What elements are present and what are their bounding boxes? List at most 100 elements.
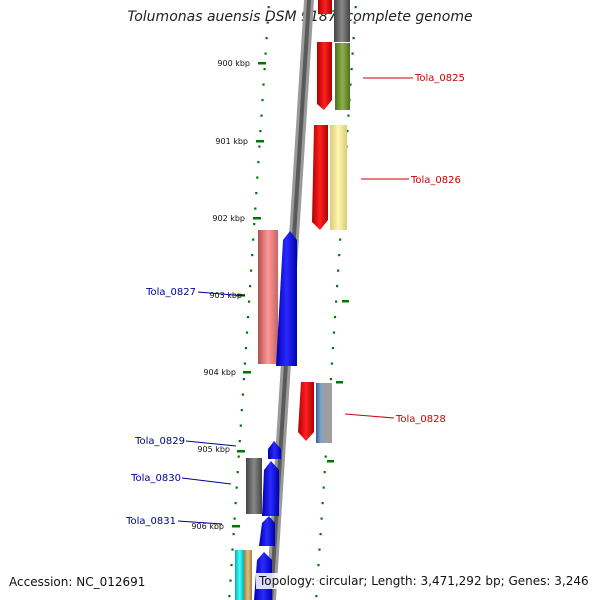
tick-dot — [330, 362, 333, 365]
tick-dot — [349, 83, 352, 86]
gene-arrow[interactable] — [298, 382, 314, 441]
tick-dot — [324, 455, 327, 458]
tick-dot — [322, 486, 325, 489]
tick-dot — [337, 269, 340, 272]
tick-dot — [354, 6, 357, 9]
tick-dot — [266, 21, 269, 24]
tick-dot — [352, 37, 355, 40]
tick-dot — [263, 68, 266, 71]
tick-dot — [267, 6, 270, 9]
tick-dot — [257, 161, 260, 164]
tick-dot — [262, 83, 265, 86]
gene-label-tola-0827[interactable]: Tola_0827 — [145, 287, 196, 298]
gene-arrow[interactable] — [268, 441, 281, 459]
gene-label-tola-0829[interactable]: Tola_0829 — [134, 436, 185, 447]
tick-dot — [335, 300, 338, 303]
tick-label: 904 kbp — [203, 368, 236, 377]
gene-arrow[interactable] — [259, 516, 275, 546]
tick-dot — [320, 517, 323, 520]
gene-label-tola-0825[interactable]: Tola_0825 — [414, 73, 465, 84]
tick-dot — [332, 331, 336, 334]
tick-dot — [239, 424, 242, 427]
tick-dot — [346, 130, 349, 133]
gene-arrow[interactable] — [318, 0, 332, 14]
tick-dot — [243, 362, 246, 365]
tick-label: 906 kbp — [191, 522, 224, 531]
tick-dot — [315, 595, 318, 598]
tick-dot — [252, 238, 255, 241]
tick-dot — [260, 114, 263, 117]
gene-labels: Tola_0825 Tola_0826 Tola_0827 Tola_0828 … — [125, 73, 465, 527]
tick-dot — [336, 285, 339, 288]
gene-arrow[interactable] — [316, 383, 325, 443]
tick-track — [228, 6, 357, 598]
gene-label-tola-0826[interactable]: Tola_0826 — [410, 175, 461, 186]
tick-label: 901 kbp — [215, 137, 248, 146]
tick-dot — [246, 316, 250, 319]
tick-dot — [251, 254, 254, 257]
gene-arrow[interactable] — [334, 0, 350, 42]
tick-dot — [338, 254, 341, 257]
tick-dot — [235, 486, 238, 489]
tick-label: 903 kbp — [209, 291, 242, 300]
tick-dot — [264, 52, 267, 55]
gene-arrow[interactable] — [330, 125, 347, 230]
tick-dot — [234, 502, 237, 505]
tick-dot — [231, 548, 234, 551]
gene-arrow[interactable] — [317, 42, 332, 110]
tick-dot — [242, 378, 245, 381]
gene-arrow[interactable] — [244, 550, 252, 600]
gene-arrow[interactable] — [246, 458, 262, 514]
tick-dot — [238, 440, 241, 443]
tick-dot — [250, 269, 253, 272]
tick-dot — [241, 393, 244, 396]
tick-dot — [240, 409, 243, 412]
tick-dot — [261, 99, 264, 102]
label-leaders — [177, 77, 413, 525]
gene-arrow[interactable] — [276, 231, 297, 366]
tick-dot — [258, 145, 261, 148]
gene-label-tola-0828[interactable]: Tola_0828 — [395, 414, 446, 425]
tick-dot — [230, 564, 233, 567]
tick-dot — [347, 114, 350, 117]
tick-dot — [318, 548, 321, 551]
gene-label-tola-0830[interactable]: Tola_0830 — [130, 473, 181, 484]
tick-dot — [265, 37, 268, 40]
tick-dot — [255, 192, 258, 195]
tick-dot — [331, 347, 335, 350]
tick-dot — [228, 595, 231, 598]
tick-dot — [319, 533, 322, 536]
topology-text: Topology: circular; Length: 3,471,292 bp… — [256, 573, 592, 589]
scale-ticks: 900 kbp 901 kbp 902 kbp 903 kbp 904 kbp … — [191, 59, 349, 531]
gene-arrow[interactable] — [335, 43, 350, 110]
tick-dot — [233, 517, 236, 520]
tick-dot — [237, 455, 240, 458]
accession-text: Accession: NC_012691 — [9, 575, 146, 589]
gene-arrow[interactable] — [312, 125, 328, 230]
tick-dot — [321, 502, 324, 505]
gene-label-tola-0831[interactable]: Tola_0831 — [125, 516, 176, 527]
tick-dot — [353, 21, 356, 24]
tick-dot — [245, 331, 249, 334]
tick-label: 900 kbp — [217, 59, 250, 68]
tick-dot — [254, 207, 257, 210]
tick-dot — [256, 176, 259, 179]
tick-dot — [229, 579, 232, 582]
gene-arrow[interactable] — [324, 383, 332, 443]
tick-label: 902 kbp — [212, 214, 245, 223]
tick-dot — [350, 68, 353, 71]
tick-dot — [351, 52, 354, 55]
gene-features — [235, 0, 350, 600]
tick-dot — [253, 223, 256, 226]
tick-dot — [244, 347, 248, 350]
tick-dot — [329, 378, 332, 381]
tick-dot — [236, 471, 239, 474]
gene-arrow[interactable] — [258, 230, 278, 364]
tick-dot — [333, 316, 337, 319]
gene-arrow[interactable] — [235, 550, 244, 600]
tick-dot — [249, 285, 252, 288]
tick-dot — [339, 238, 342, 241]
gene-arrow[interactable] — [262, 461, 279, 516]
tick-dot — [248, 300, 251, 303]
